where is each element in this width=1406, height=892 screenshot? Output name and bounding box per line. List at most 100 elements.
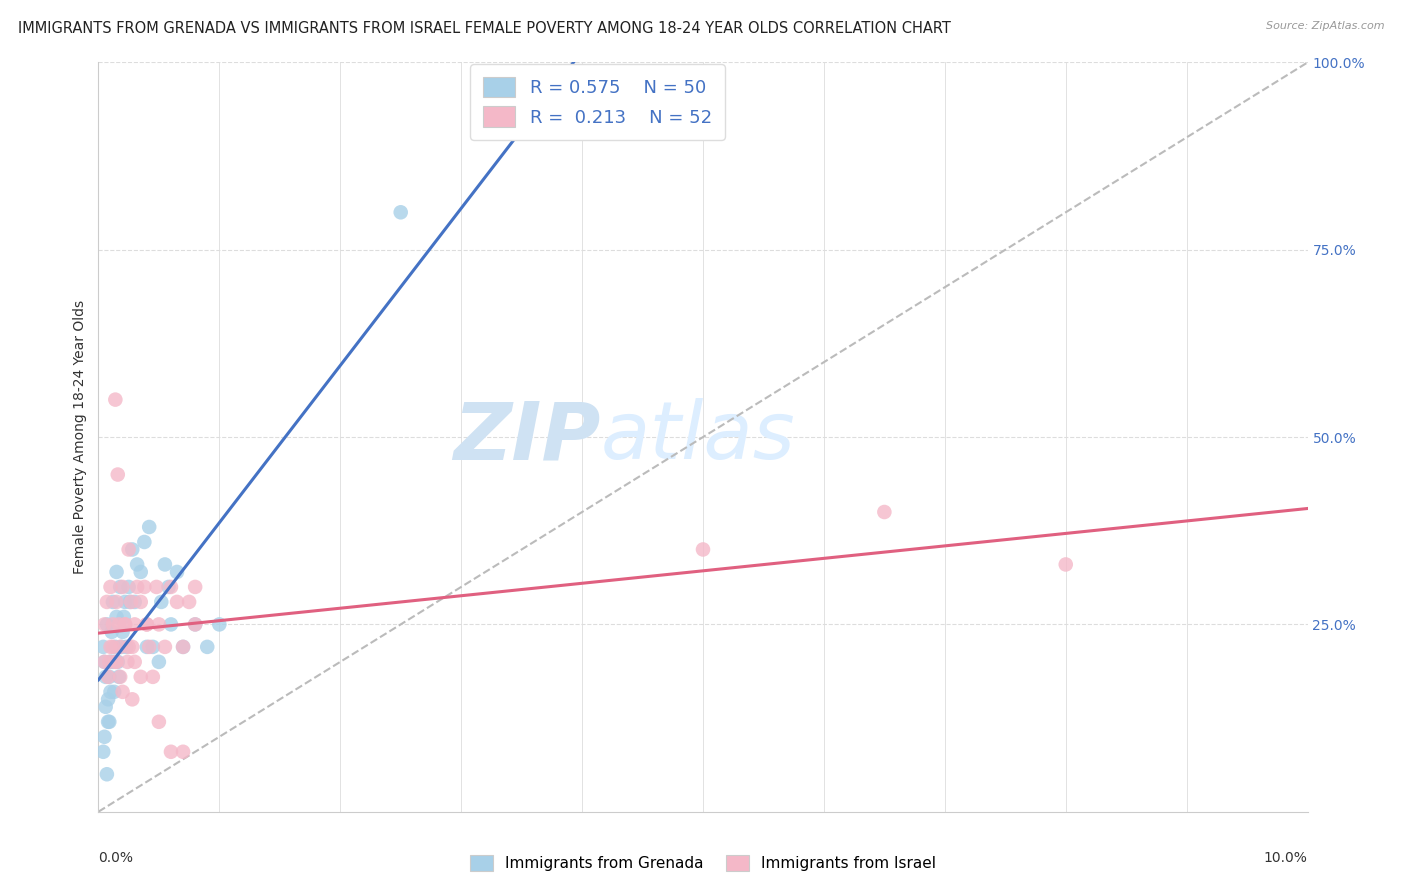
Point [118, 595, 141, 609]
Point [105, 565, 128, 579]
Point [172, 640, 194, 654]
Y-axis label: Female Poverty Among 18-24 Year Olds: Female Poverty Among 18-24 Year Olds [73, 300, 87, 574]
Point [96, 595, 118, 609]
Legend: R = 0.575    N = 50, R =  0.213    N = 52: R = 0.575 N = 50, R = 0.213 N = 52 [470, 64, 724, 140]
Point [160, 580, 183, 594]
Point [114, 617, 136, 632]
Point [108, 670, 131, 684]
Point [100, 624, 122, 639]
Point [98, 655, 121, 669]
Point [160, 617, 183, 632]
Point [208, 617, 231, 632]
Point [127, 558, 149, 572]
Point [103, 685, 125, 699]
Point [91, 745, 114, 759]
Point [93, 655, 115, 669]
Point [389, 205, 412, 219]
Point [118, 542, 141, 557]
Point [108, 617, 131, 632]
Point [101, 655, 124, 669]
Point [91, 640, 114, 654]
Text: ZIP: ZIP [453, 398, 600, 476]
Point [101, 640, 124, 654]
Point [93, 617, 115, 632]
Point [115, 640, 138, 654]
Point [105, 655, 128, 669]
Point [96, 767, 118, 781]
Point [105, 610, 128, 624]
Point [100, 640, 122, 654]
Point [135, 617, 157, 632]
Point [138, 520, 160, 534]
Point [121, 542, 143, 557]
Point [111, 624, 134, 639]
Point [142, 640, 165, 654]
Point [93, 730, 115, 744]
Point [134, 580, 156, 594]
Point [127, 580, 149, 594]
Point [166, 565, 188, 579]
Point [96, 617, 118, 632]
Text: 0.0%: 0.0% [98, 851, 134, 864]
Point [148, 617, 170, 632]
Point [93, 655, 115, 669]
Point [101, 595, 124, 609]
Point [134, 535, 156, 549]
Point [100, 685, 122, 699]
Point [166, 595, 188, 609]
Point [135, 617, 157, 632]
Point [104, 392, 127, 407]
Point [145, 580, 167, 594]
Text: Source: ZipAtlas.com: Source: ZipAtlas.com [1267, 21, 1385, 30]
Point [129, 565, 152, 579]
Point [150, 595, 173, 609]
Point [142, 670, 165, 684]
Point [195, 640, 218, 654]
Point [97, 670, 120, 684]
Point [124, 655, 146, 669]
Point [692, 542, 714, 557]
Point [112, 610, 135, 624]
Point [1054, 558, 1077, 572]
Point [148, 655, 170, 669]
Point [124, 617, 146, 632]
Point [157, 580, 180, 594]
Point [117, 655, 139, 669]
Point [172, 640, 194, 654]
Point [108, 580, 131, 594]
Point [129, 670, 152, 684]
Point [107, 655, 129, 669]
Point [108, 640, 131, 654]
Point [97, 714, 120, 729]
Point [108, 670, 131, 684]
Point [101, 617, 124, 632]
Point [98, 714, 121, 729]
Point [114, 595, 136, 609]
Point [94, 670, 117, 684]
Point [179, 595, 201, 609]
Point [105, 595, 128, 609]
Point [110, 640, 132, 654]
Point [121, 692, 143, 706]
Point [94, 699, 117, 714]
Text: IMMIGRANTS FROM GRENADA VS IMMIGRANTS FROM ISRAEL FEMALE POVERTY AMONG 18-24 YEA: IMMIGRANTS FROM GRENADA VS IMMIGRANTS FR… [18, 21, 950, 36]
Point [111, 685, 134, 699]
Point [97, 692, 120, 706]
Point [111, 580, 134, 594]
Point [160, 745, 183, 759]
Point [118, 640, 141, 654]
Point [104, 655, 127, 669]
Point [98, 670, 121, 684]
Point [138, 640, 160, 654]
Legend: Immigrants from Grenada, Immigrants from Israel: Immigrants from Grenada, Immigrants from… [464, 849, 942, 877]
Point [107, 467, 129, 482]
Point [114, 617, 136, 632]
Point [184, 617, 207, 632]
Point [873, 505, 896, 519]
Point [135, 640, 157, 654]
Point [184, 580, 207, 594]
Point [100, 655, 122, 669]
Point [121, 640, 143, 654]
Point [129, 595, 152, 609]
Point [118, 580, 141, 594]
